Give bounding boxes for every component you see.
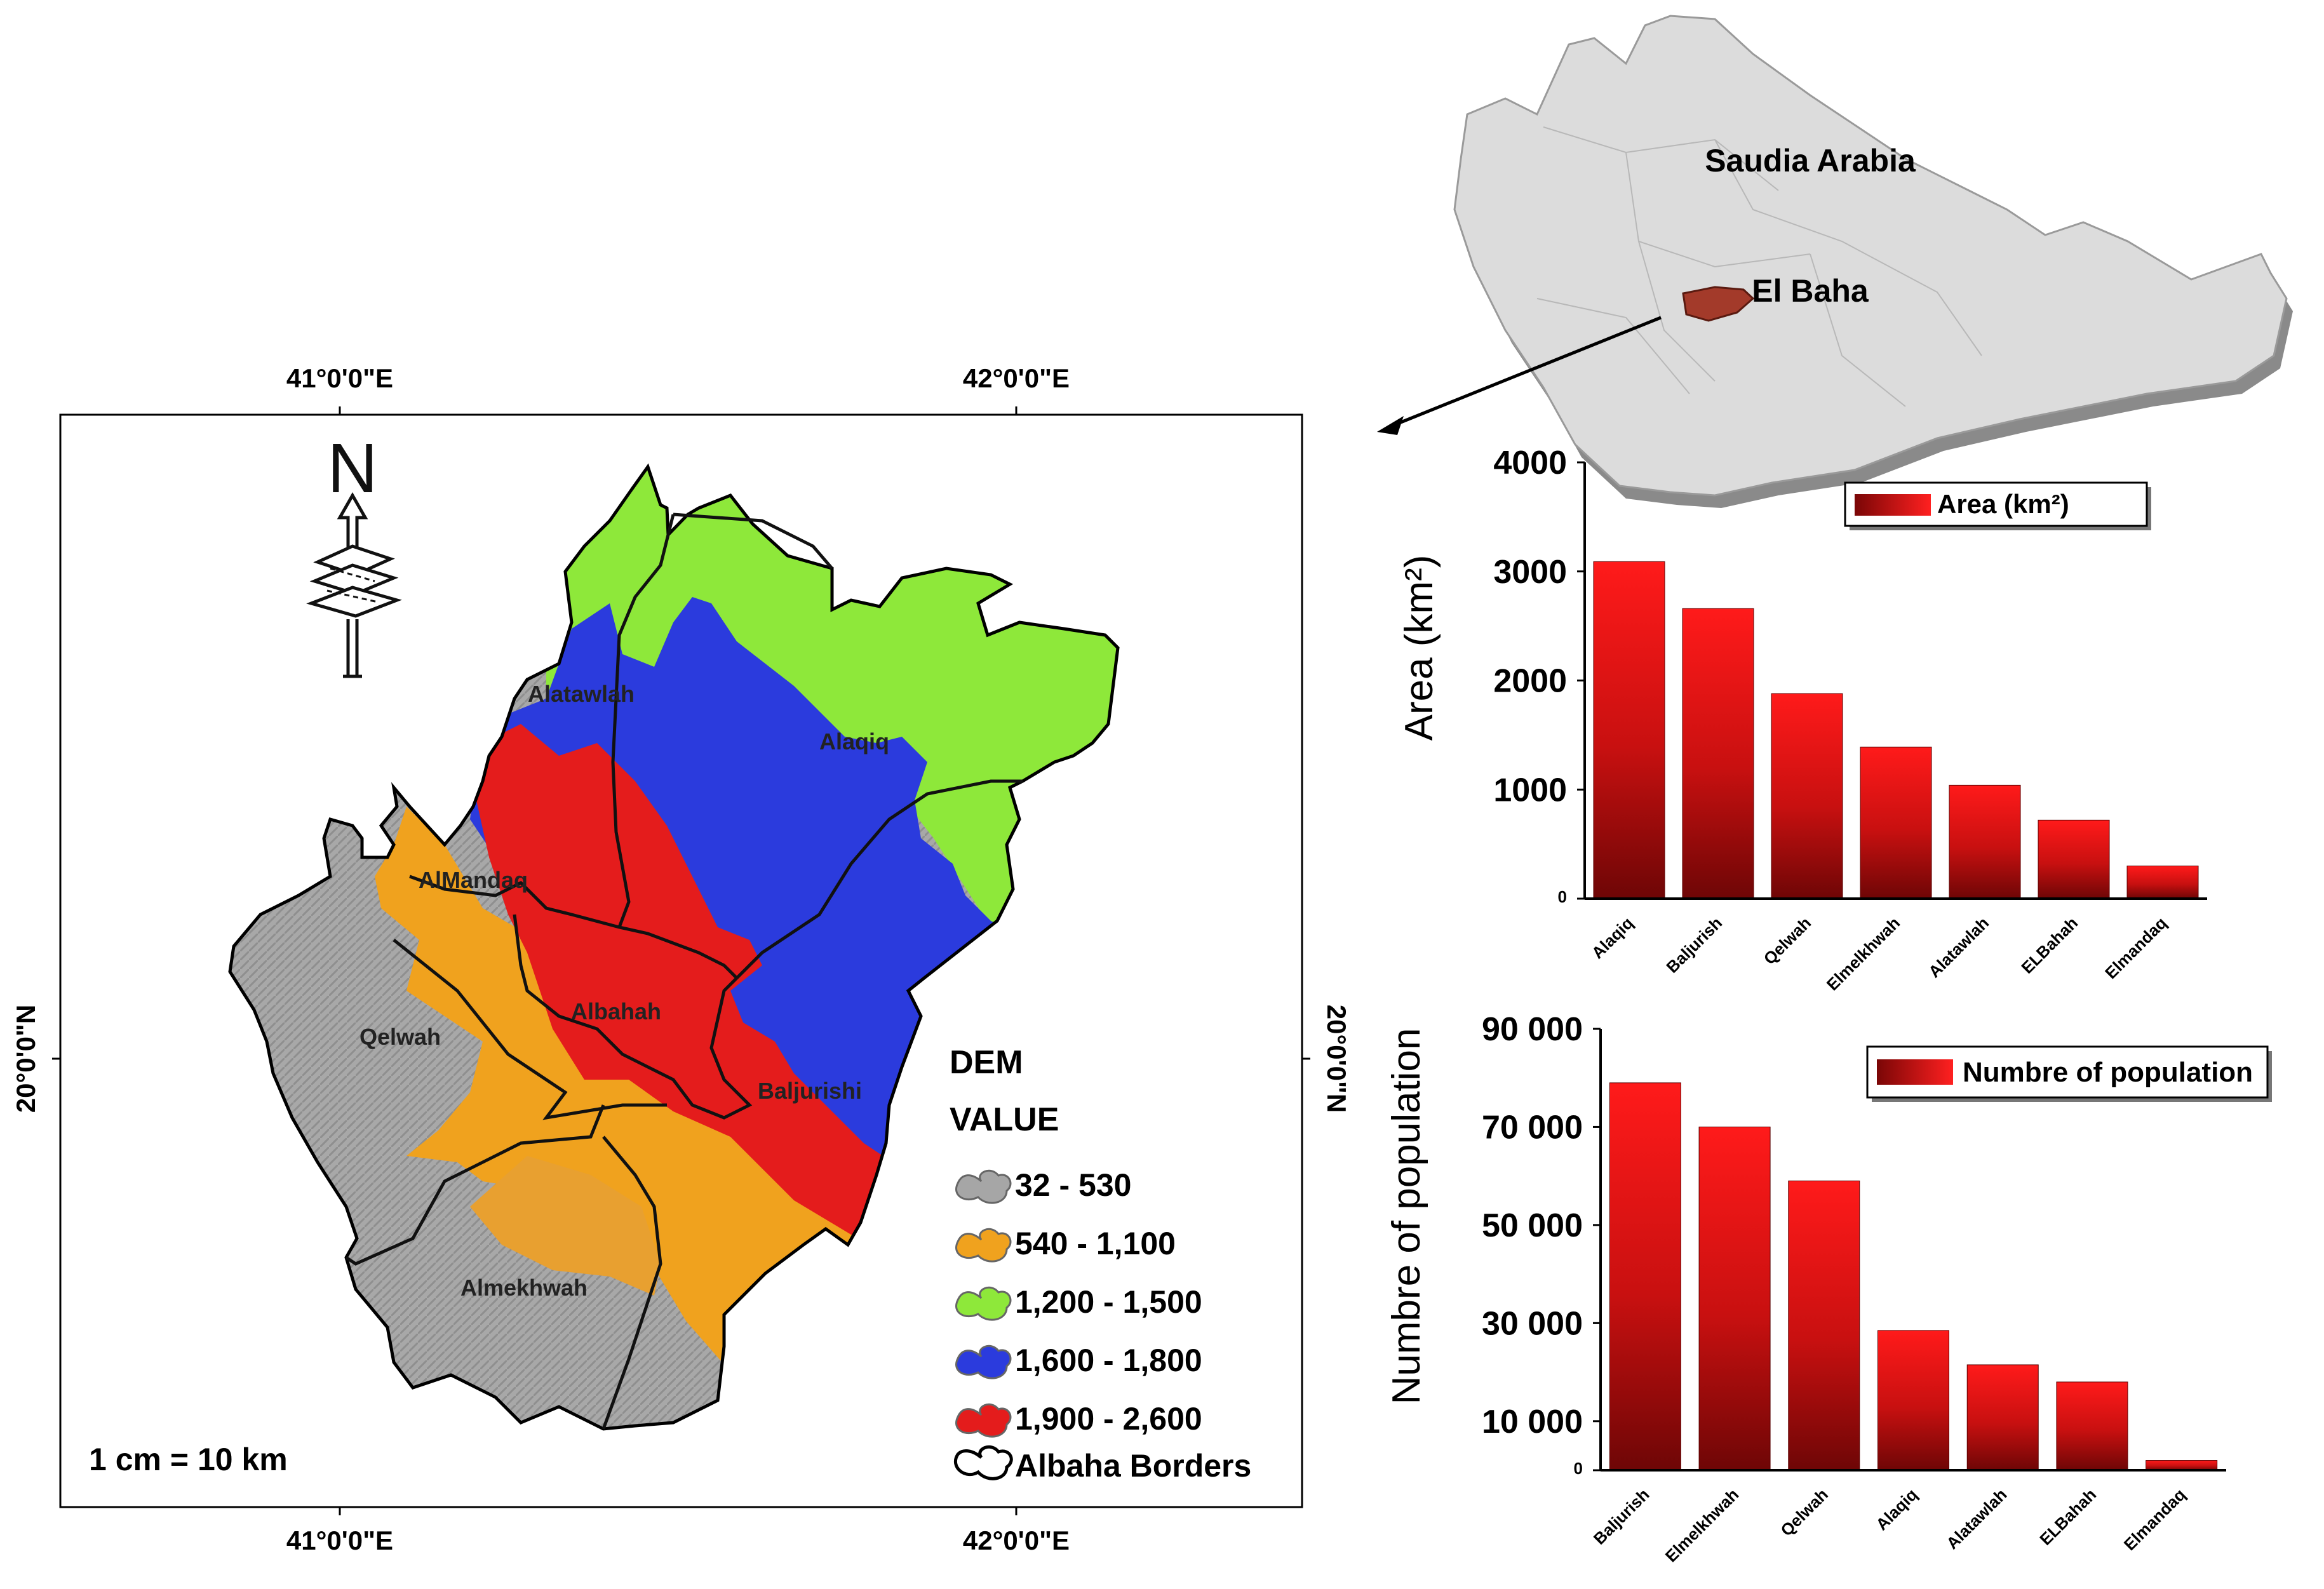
saudi-provinces	[1536, 126, 1982, 407]
pop-y-tick-label-4: 70 000	[1482, 1109, 1583, 1146]
legend-title-line1: DEM	[950, 1044, 1023, 1081]
pop-y-tick-label-2: 30 000	[1482, 1305, 1583, 1342]
legend-border-label: Albaha Borders	[1015, 1448, 1251, 1484]
pop-y-tick-label-5: 90 000	[1482, 1011, 1583, 1048]
left-tick-label-20n: 20°0'0"N	[11, 1005, 41, 1113]
pop-bar-5	[2056, 1381, 2128, 1471]
region-label-almandaq: AlMandaq	[419, 867, 528, 893]
pointer-arrow-head-icon	[1377, 416, 1404, 435]
pop-legend-swatch	[1877, 1059, 1953, 1085]
area-legend-label: Area (km²)	[1937, 489, 2069, 519]
area-y-axis-label: Area (km²)	[1397, 555, 1441, 741]
legend-label-4: 1,900 - 2,600	[1015, 1401, 1202, 1437]
legend-border-swatch-icon	[953, 1445, 1013, 1480]
pop-y-tick-label-0: 0	[1574, 1459, 1583, 1478]
pointer-arrow-line	[1389, 316, 1662, 429]
saudi-arabia-label: Saudia Arabia	[1705, 143, 1916, 178]
area-x-label-6: Elmandaq	[2101, 913, 2170, 982]
region-label-baljurishi: Baljurishi	[758, 1078, 862, 1104]
legend-swatch-0-icon	[955, 1169, 1012, 1204]
saudi-outline	[1453, 15, 2288, 497]
area-bar-0	[1593, 561, 1665, 899]
north-arrow-icon: N	[306, 429, 402, 678]
pop-x-label-0: Baljurish	[1590, 1485, 1653, 1548]
dem-class-1900-2600	[476, 724, 965, 1257]
pop-x-label-1: Elmelkhwah	[1662, 1485, 1742, 1566]
bottom-tick-label-41e: 41°0'0"E	[286, 1525, 393, 1555]
population-chart: 0 10 000 30 000 50 000 70 000 90 000 Baljuris…	[1385, 1011, 2272, 1566]
area-y-tick-label-0: 0	[1558, 887, 1567, 906]
area-x-label-4: Alatawlah	[1924, 913, 1992, 981]
area-x-label-3: Elmelkhwah	[1823, 913, 1904, 994]
legend-label-0: 32 - 530	[1015, 1167, 1131, 1203]
area-bar-4	[1949, 784, 2021, 899]
pop-bar-4	[1966, 1364, 2039, 1471]
region-label-albahah: Albahah	[571, 998, 661, 1024]
legend-label-3: 1,600 - 1,800	[1015, 1343, 1202, 1378]
albaha-border-outline	[228, 463, 1120, 1431]
scale-text: 1 cm = 10 km	[89, 1442, 288, 1477]
pop-x-label-3: Alaqiq	[1872, 1485, 1921, 1534]
legend-title-line2: VALUE	[950, 1101, 1059, 1138]
pop-bar-0	[1609, 1082, 1681, 1471]
area-bar-1	[1682, 608, 1754, 899]
region-label-qelwah: Qelwah	[359, 1024, 441, 1050]
pop-bar-1	[1698, 1126, 1771, 1471]
area-bar-6	[2126, 865, 2199, 899]
area-y-tick-label-2: 2000	[1493, 663, 1567, 700]
bottom-tick-label-42e: 42°0'0"E	[963, 1525, 1070, 1555]
pop-x-label-2: Qelwah	[1777, 1485, 1832, 1540]
area-x-label-0: Alaqiq	[1588, 913, 1637, 962]
dem-class-540-1100-south	[470, 1156, 661, 1296]
area-x-label-5: ELBahah	[2017, 913, 2081, 977]
legend-swatch-4-icon	[955, 1403, 1012, 1438]
pop-x-label-6: Elmandaq	[2120, 1485, 2189, 1554]
region-label-almekhwah: Almekhwah	[460, 1275, 588, 1301]
legend-swatch-2-icon	[955, 1286, 1012, 1321]
area-bar-5	[2038, 819, 2110, 899]
map-ticks	[52, 406, 1310, 1515]
saudi-arabia-inset: Saudia Arabia El Baha	[1377, 15, 2293, 508]
pop-y-tick-label-3: 50 000	[1482, 1207, 1583, 1244]
top-tick-label-41e: 41°0'0"E	[286, 363, 393, 393]
dem-legend: DEM VALUE 32 - 530 540 - 1,100 1,200 - 1,5…	[950, 1044, 1251, 1484]
legend-swatch-1-icon	[955, 1228, 1012, 1263]
area-legend-swatch	[1855, 494, 1931, 516]
area-y-tick-label-1: 1000	[1493, 772, 1567, 808]
area-x-label-2: Qelwah	[1760, 913, 1815, 969]
el-baha-label: El Baha	[1752, 273, 1869, 309]
area-y-tick-label-3: 3000	[1493, 554, 1567, 591]
area-x-label-1: Baljurish	[1662, 913, 1726, 977]
area-y-tick-label-4: 4000	[1493, 445, 1567, 481]
legend-label-2: 1,200 - 1,500	[1015, 1284, 1202, 1320]
legend-label-1: 540 - 1,100	[1015, 1226, 1176, 1261]
right-tick-label-20n: 20°0'0"N	[1322, 1005, 1352, 1113]
pop-legend-label: Numbre of population	[1963, 1057, 2253, 1088]
pop-y-tick-label-1: 10 000	[1482, 1404, 1583, 1440]
pop-bar-6	[2146, 1460, 2218, 1471]
area-bar-3	[1860, 746, 1932, 899]
district-borders	[345, 513, 1023, 1430]
legend-swatch-3-icon	[955, 1344, 1012, 1379]
pop-bar-3	[1877, 1330, 1949, 1471]
pop-bar-2	[1788, 1180, 1860, 1471]
pop-y-axis-label: Numbre of population	[1385, 1028, 1428, 1405]
region-label-alatawlah: Alatawlah	[528, 681, 635, 707]
area-bar-2	[1771, 693, 1843, 899]
top-tick-label-42e: 42°0'0"E	[963, 363, 1070, 393]
pop-x-label-5: ELBahah	[2036, 1485, 2100, 1549]
region-label-alaqiq: Alaqiq	[819, 728, 889, 754]
dem-class-1600-1800	[470, 597, 1029, 1169]
pop-x-label-4: Alatawlah	[1942, 1485, 2010, 1553]
el-baha-highlight	[1682, 286, 1755, 322]
